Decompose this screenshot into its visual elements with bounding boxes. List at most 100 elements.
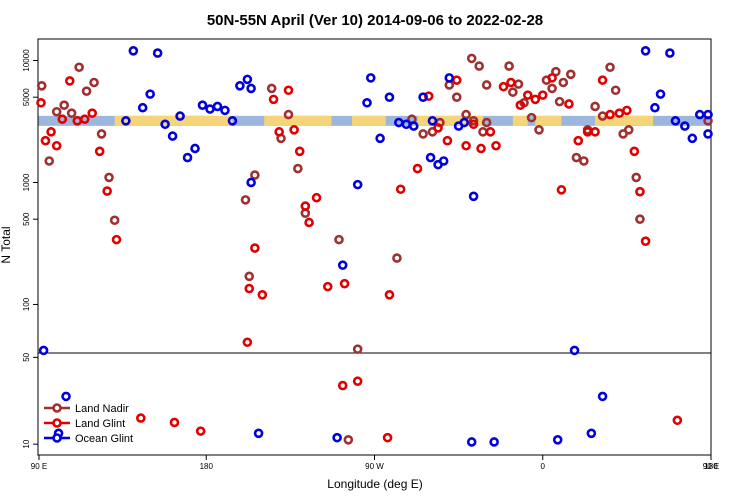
data-point [556, 185, 567, 195]
x-tick-label: 180 [704, 462, 718, 471]
data-point [250, 170, 260, 180]
data-point [418, 129, 428, 139]
data-point [498, 81, 509, 92]
data-point [547, 73, 557, 83]
data-point [382, 432, 393, 443]
data-point [670, 116, 681, 126]
data-point [337, 260, 348, 270]
data-point [145, 89, 155, 99]
data-point [515, 100, 526, 110]
data-point [665, 48, 675, 58]
y-axis-label: N Total [0, 226, 13, 263]
data-point [451, 75, 462, 85]
data-point [339, 278, 350, 289]
data-point [244, 271, 255, 282]
data-point [220, 105, 230, 116]
data-point [635, 186, 645, 197]
legend: Land Nadir Land Glint Ocean Glint [44, 403, 133, 445]
data-point [586, 428, 597, 439]
data-point [87, 108, 98, 118]
land-band-segment [595, 115, 654, 126]
land-band-segment [417, 115, 483, 126]
data-point [175, 111, 185, 121]
data-point [283, 85, 294, 96]
data-point [504, 61, 514, 71]
data-point [266, 83, 277, 94]
data-point [257, 289, 268, 300]
data-point [425, 152, 436, 163]
data-point [672, 415, 683, 426]
x-tick-label: 180 [200, 462, 214, 471]
data-point [365, 73, 376, 83]
data-point [433, 123, 443, 133]
legend-marker [52, 403, 62, 413]
data-point [89, 77, 99, 88]
data-point [610, 85, 621, 96]
data-point [332, 432, 342, 443]
data-point [573, 135, 584, 146]
legend-label: Ocean Glint [75, 433, 133, 445]
data-point [242, 337, 253, 348]
data-point [582, 127, 593, 137]
data-point [195, 426, 206, 436]
data-point [352, 179, 363, 190]
data-point [408, 121, 419, 131]
data-point [655, 89, 666, 99]
data-point [322, 281, 333, 292]
data-point [623, 125, 634, 135]
chart-title: 50N-55N April (Ver 10) 2014-09-06 to 202… [207, 12, 543, 29]
data-point [558, 77, 569, 88]
data-point [565, 69, 576, 80]
data-point [703, 109, 713, 120]
data-point [384, 92, 395, 103]
land-band-segment [352, 115, 386, 126]
data-point [283, 109, 294, 120]
data-point [412, 163, 423, 174]
data-point [250, 243, 260, 253]
data-point [293, 163, 303, 174]
x-tick-label: 90 E [703, 462, 719, 471]
data-point [427, 116, 438, 126]
y-tick-label: 50 [22, 352, 31, 361]
data-point [459, 117, 470, 128]
data-point [212, 101, 223, 112]
data-point [38, 345, 49, 356]
data-point [478, 127, 488, 137]
data-point [74, 62, 84, 73]
data-point [294, 146, 305, 157]
data-point [169, 417, 180, 428]
data-point [635, 214, 645, 224]
data-point [569, 345, 580, 356]
data-point [362, 97, 372, 108]
data-point [605, 109, 615, 120]
data-point [481, 117, 492, 128]
data-point [629, 146, 640, 157]
data-point [468, 191, 479, 202]
data-point [137, 102, 148, 113]
land-band-segment [512, 115, 528, 126]
data-point [190, 143, 200, 154]
y-tick-label: 5000 [22, 88, 31, 106]
data-point [485, 127, 496, 137]
data-point [687, 133, 698, 144]
data-point [522, 90, 533, 100]
data-point [167, 131, 178, 141]
data-point [508, 87, 518, 97]
data-point [468, 119, 479, 130]
data-point [40, 135, 51, 146]
data-point [246, 177, 256, 188]
data-point [605, 62, 615, 73]
data-point [304, 217, 314, 228]
data-point [102, 186, 112, 196]
y-tick-label: 500 [22, 212, 31, 226]
data-point [526, 112, 537, 123]
data-point [109, 215, 120, 226]
glint-band [38, 115, 711, 126]
data-point [384, 289, 395, 300]
x-tick-label: 0 [541, 462, 546, 471]
data-point [79, 114, 90, 125]
data-point [96, 129, 107, 139]
data-point [395, 184, 406, 195]
y-tick-label: 10 [22, 439, 31, 448]
